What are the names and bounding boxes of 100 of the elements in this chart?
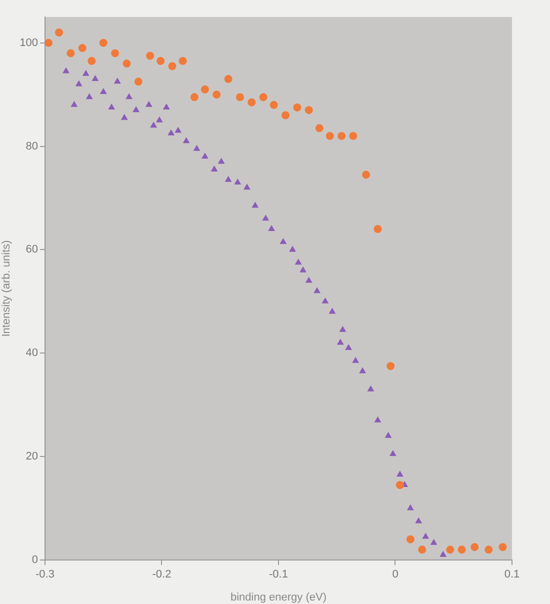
point — [326, 132, 334, 140]
point — [345, 344, 352, 350]
point — [45, 38, 53, 47]
point — [224, 176, 232, 182]
x-tick-label: -0.2 — [152, 568, 172, 581]
point — [162, 104, 170, 110]
point — [406, 535, 414, 544]
point — [150, 122, 158, 128]
point — [315, 124, 324, 132]
point — [248, 98, 256, 106]
point — [70, 100, 78, 107]
point — [88, 56, 96, 65]
point — [210, 166, 218, 172]
point — [62, 67, 70, 74]
point — [268, 225, 275, 232]
point — [168, 62, 176, 70]
point — [156, 56, 165, 65]
point — [336, 338, 344, 345]
point — [446, 546, 454, 554]
point — [389, 450, 396, 456]
point — [359, 367, 366, 374]
point — [305, 276, 312, 283]
point — [440, 550, 447, 557]
point — [200, 85, 209, 94]
point — [304, 106, 313, 114]
point — [422, 532, 430, 539]
point — [293, 104, 302, 112]
point — [367, 385, 374, 392]
point — [322, 297, 329, 304]
point — [300, 266, 306, 272]
point — [338, 132, 346, 140]
point — [289, 246, 296, 252]
point — [86, 93, 93, 100]
x-tick-label: -0.3 — [36, 568, 54, 581]
x-tick-label: 0 — [392, 568, 398, 581]
point — [168, 129, 175, 136]
point — [193, 144, 200, 151]
point — [145, 100, 152, 107]
point — [236, 93, 244, 102]
point — [234, 178, 242, 184]
point — [349, 132, 358, 140]
x-tick-label: 0.1 — [504, 568, 520, 581]
point — [134, 78, 142, 86]
point — [55, 28, 64, 37]
point — [66, 49, 75, 58]
point — [178, 56, 187, 65]
point — [328, 308, 336, 314]
y-axis-title: Intensity (arb. units) — [0, 240, 13, 337]
point — [224, 75, 232, 84]
y-tick-label: 20 — [26, 450, 38, 463]
point — [384, 432, 392, 438]
point — [218, 158, 225, 164]
point — [182, 137, 190, 144]
point — [280, 238, 287, 244]
point — [484, 546, 493, 554]
point — [100, 88, 107, 94]
point — [415, 517, 422, 524]
point — [498, 543, 507, 552]
point — [406, 504, 414, 510]
point — [470, 543, 479, 552]
point — [156, 116, 163, 122]
point — [126, 93, 133, 100]
y-tick-label: 100 — [20, 36, 38, 49]
point — [374, 416, 382, 422]
point — [99, 38, 108, 47]
point — [252, 202, 259, 208]
point — [92, 75, 99, 82]
y-tick-label: 60 — [26, 244, 38, 256]
point — [120, 114, 128, 120]
point — [352, 356, 360, 363]
point — [146, 52, 154, 60]
point — [339, 326, 346, 332]
point — [374, 225, 382, 234]
point — [396, 470, 404, 477]
point — [174, 126, 182, 133]
point — [132, 106, 140, 112]
point — [122, 60, 131, 68]
y-tick-label: 40 — [26, 347, 38, 360]
x-tick-label: -0.1 — [269, 568, 288, 581]
y-tick-label: 80 — [26, 140, 38, 152]
point — [259, 93, 268, 102]
point — [262, 214, 270, 221]
point — [386, 362, 395, 370]
point — [418, 546, 426, 554]
point — [82, 70, 90, 76]
point — [458, 546, 466, 554]
y-tick-label: 0 — [32, 554, 38, 566]
point — [244, 184, 250, 190]
point — [314, 287, 320, 294]
point — [270, 100, 278, 109]
point — [201, 152, 208, 159]
point — [282, 111, 290, 120]
point — [294, 258, 302, 265]
point — [430, 538, 438, 545]
point — [396, 481, 404, 490]
x-axis-title: binding energy (eV) — [230, 591, 327, 604]
point — [362, 170, 370, 179]
point — [75, 80, 82, 86]
point — [190, 93, 198, 102]
point — [212, 90, 221, 99]
